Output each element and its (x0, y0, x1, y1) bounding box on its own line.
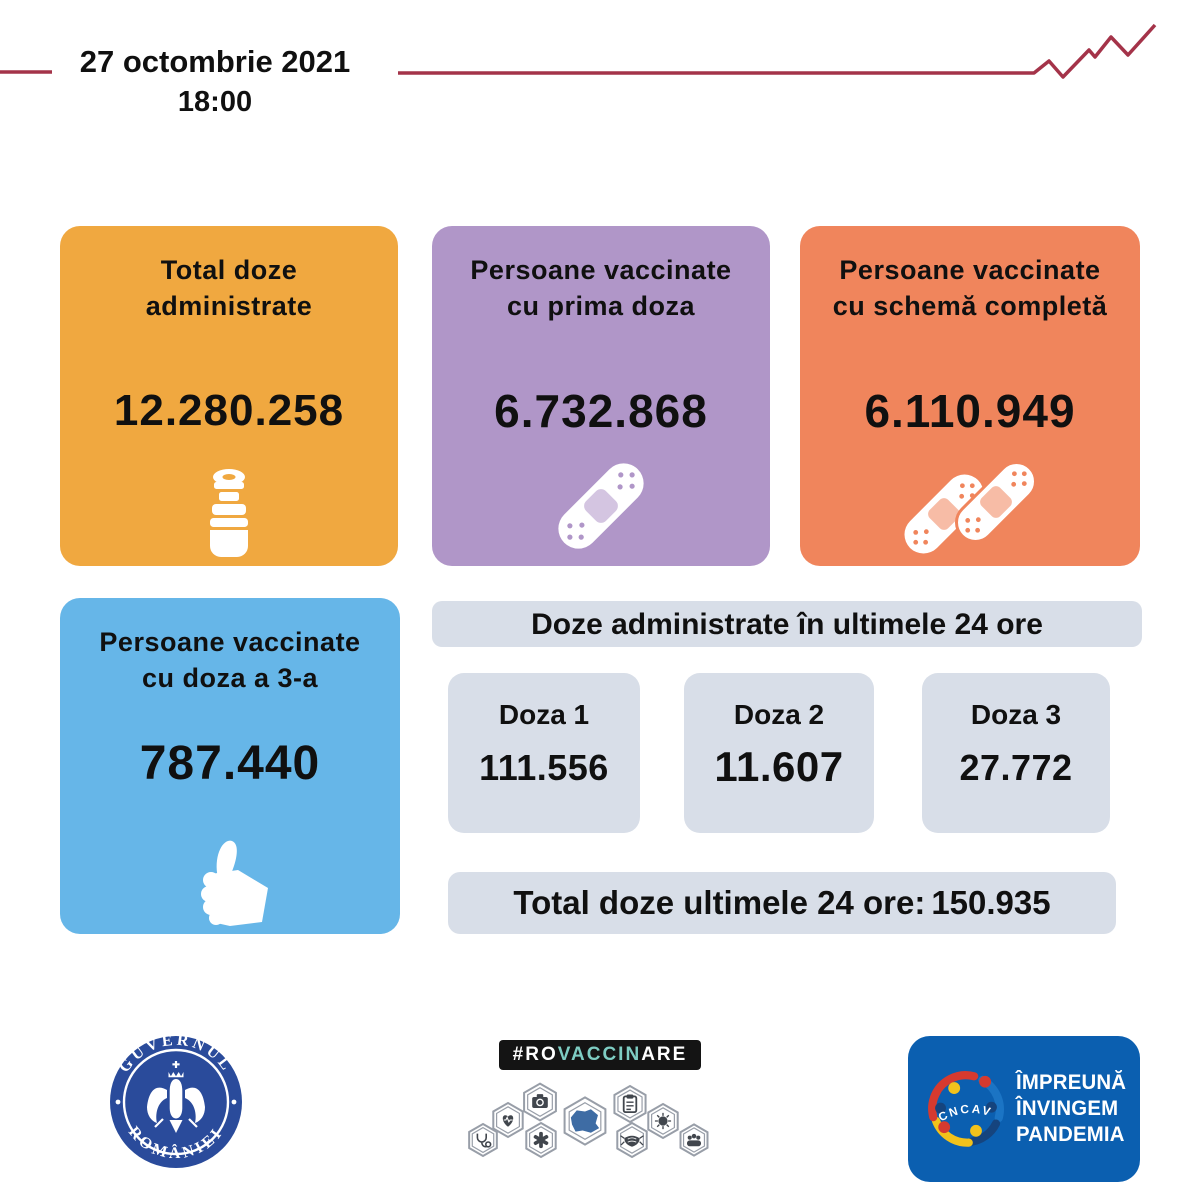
total-last24-value: 150.935 (931, 884, 1051, 921)
total-last24-label: Total doze ultimele 24 ore: (513, 884, 926, 921)
dose-1-card: Doza 1 111.556 (448, 673, 640, 833)
dose-2-label: Doza 2 (733, 699, 825, 730)
card-first-dose-value: 6.732.868 (494, 385, 708, 437)
total-last24-bar: Total doze ultimele 24 ore: 150.935 (448, 872, 1116, 934)
double-bandage-icon (904, 460, 1038, 554)
camera-icon (524, 1084, 556, 1121)
report-datetime: 27 octombrie 2021 18:00 (60, 42, 370, 121)
report-time: 18:00 (177, 85, 253, 118)
card-total-value: 12.280.258 (113, 386, 345, 435)
cncav-emblem: CNCAV (928, 1071, 1004, 1147)
face-mask-icon (617, 1123, 646, 1157)
bandage-icon (558, 463, 644, 549)
rovaccinare-hex-cluster (455, 1072, 725, 1172)
rovaccinare-logo: #ROVACCINARE (455, 1040, 745, 1172)
rovaccinare-highlight: VACCIN (557, 1044, 642, 1065)
cncav-slogan-line2: ÎNVINGEM (1016, 1096, 1119, 1120)
report-date: 27 octombrie 2021 (79, 44, 351, 79)
stethoscope-icon (469, 1124, 497, 1156)
rovaccinare-suffix: ARE (641, 1044, 688, 1065)
card-first-dose-title: Persoane vaccinate cu prima doza (470, 255, 732, 322)
card-first-dose: Persoane vaccinate cu prima doza 6.732.8… (432, 226, 770, 566)
card-full-scheme-value: 6.110.949 (864, 385, 1076, 437)
dose-3-label: Doza 3 (970, 699, 1062, 730)
clipboard-icon (614, 1086, 645, 1122)
card-third-dose-value: 787.440 (139, 737, 321, 790)
dose-2-card: Doza 2 11.607 (684, 673, 874, 833)
card-full-scheme-title: Persoane vaccinate cu schemă completă (832, 255, 1108, 322)
heart-pulse-icon (493, 1103, 522, 1137)
romania-map-icon (565, 1097, 606, 1144)
star-of-life-icon (526, 1123, 555, 1157)
card-total-title: Total doze administrate (145, 255, 313, 322)
rovaccinare-prefix: #RO (512, 1044, 558, 1065)
vaccine-vial-icon (210, 469, 248, 557)
dose-1-value: 111.556 (479, 747, 609, 788)
people-icon (681, 1124, 708, 1155)
dose-3-card: Doza 3 27.772 (922, 673, 1110, 833)
dose-1-label: Doza 1 (498, 699, 590, 730)
thumbs-up-icon (201, 840, 268, 926)
card-third-dose-title: Persoane vaccinate cu doza a 3-a (99, 627, 361, 694)
cncav-logo: CNCAV ÎMPREUNĂ ÎNVINGEM PANDEMIA (908, 1036, 1140, 1182)
rovaccinare-banner: #ROVACCINARE (498, 1040, 702, 1070)
virus-icon (648, 1104, 677, 1138)
dose-3-value: 27.772 (959, 747, 1073, 788)
last24-header: Doze administrate în ultimele 24 ore (432, 601, 1142, 647)
romanian-eagle-emblem (147, 1061, 205, 1133)
government-of-romania-logo: GUVERNUL ROMÂNIEI (110, 1032, 242, 1168)
cncav-slogan: ÎMPREUNĂ ÎNVINGEM PANDEMIA (1016, 1070, 1126, 1149)
card-total-doses: Total doze administrate 12.280.258 (60, 226, 398, 566)
card-full-scheme: Persoane vaccinate cu schemă completă 6.… (800, 226, 1140, 566)
cncav-slogan-line3: PANDEMIA (1016, 1123, 1125, 1147)
dose-2-value: 11.607 (714, 743, 844, 790)
card-third-dose: Persoane vaccinate cu doza a 3-a 787.440 (60, 598, 400, 934)
cncav-slogan-line1: ÎMPREUNĂ (1016, 1070, 1127, 1094)
trend-line-decoration (0, 23, 1157, 79)
